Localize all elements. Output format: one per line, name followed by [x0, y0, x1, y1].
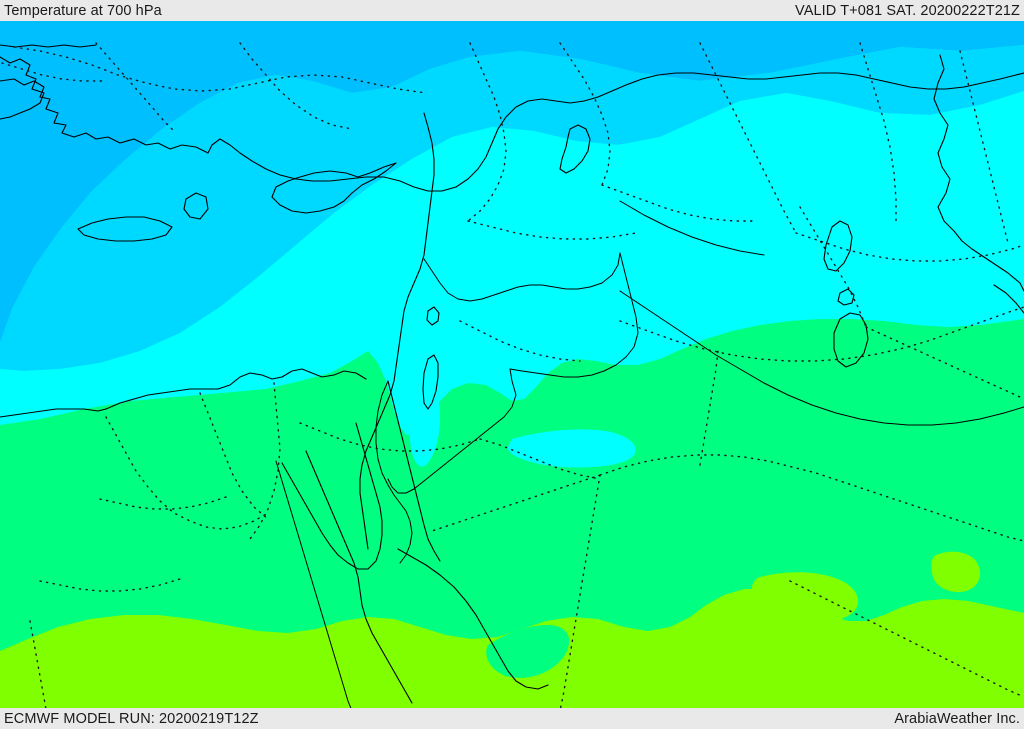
egypt-admin-4: [99, 496, 227, 510]
page-title: Temperature at 700 hPa: [4, 2, 162, 19]
coldest-sky-blue: [0, 21, 1024, 343]
provider-label: ArabiaWeather Inc.: [894, 710, 1020, 727]
lake-tiberias: [426, 306, 440, 326]
bahrain-small: [837, 288, 855, 306]
kuwait-bahrain-qatar-outline: [823, 220, 853, 272]
saudi-admin-5: [431, 474, 601, 532]
footer-bar: ECMWF MODEL RUN: 20200219T12Z ArabiaWeat…: [0, 708, 1024, 729]
israel-egypt-border: [375, 380, 413, 564]
egypt-admin-3: [249, 382, 281, 540]
iraq-admin-3: [859, 42, 897, 226]
syria-admin-4: [601, 184, 757, 222]
syria-admin-2: [467, 220, 637, 240]
gulf-admin-1: [799, 206, 867, 328]
nile-delta-coast: [105, 368, 367, 410]
iraq-saudi-border: [619, 290, 1024, 426]
crete-island: [77, 216, 173, 242]
gulf-admin-2: [865, 326, 1021, 398]
gulf-admin-3: [959, 50, 1009, 244]
jordan-saudi-border-lower: [387, 478, 415, 494]
syria-iraq-border: [619, 200, 765, 256]
gulf-of-aqaba: [387, 380, 441, 562]
saudi-admin-1: [599, 454, 1024, 542]
warm-chartreuse-blob-mid: [751, 572, 859, 622]
header-bar: Temperature at 700 hPa VALID T+081 SAT. …: [0, 0, 1024, 21]
rhodes-island: [183, 192, 209, 220]
lake-assad-syria: [559, 124, 591, 174]
iraq-admin-1: [699, 42, 797, 234]
turkey-south-coast: [0, 72, 1024, 192]
coastline-layer: [0, 44, 1024, 704]
libya-egypt-coast-west: [0, 408, 107, 418]
turkey-admin-1: [13, 46, 427, 94]
mild-notch-in-warm: [486, 625, 570, 678]
valid-time-label: VALID T+081 SAT. 20200222T21Z: [795, 2, 1020, 19]
cool-inlet-jordan: [409, 377, 440, 467]
sinai-gulf-of-suez-west: [305, 450, 413, 704]
black-sea-coast-north: [0, 44, 97, 48]
red-sea-east-coast: [397, 548, 549, 690]
levant-coast: [359, 112, 435, 550]
dead-sea: [422, 354, 439, 410]
egypt-admin-2: [199, 392, 269, 520]
arabian-gulf-west-coast: [933, 54, 1024, 292]
cold-mid-blue: [0, 45, 1024, 371]
admin-border-layer: [1, 42, 1024, 708]
turkey-admin-3: [239, 42, 353, 130]
egypt-admin-6: [29, 620, 47, 708]
cool-inlet-wide: [507, 429, 636, 468]
greece-aegean-coast: [0, 56, 45, 120]
egypt-admin-1: [105, 416, 269, 530]
syria-admin-1: [467, 42, 507, 222]
sinai-peninsula: [281, 422, 383, 570]
arabian-gulf-east-qatar: [993, 284, 1024, 314]
nile-river: [275, 460, 352, 708]
country-border-layer: [275, 200, 1024, 708]
saudi-admin-4: [789, 580, 1024, 698]
saudi-admin-2: [559, 474, 601, 708]
sinai-admin: [299, 422, 481, 452]
israel-jordan-border: [423, 252, 621, 302]
map-canvas: [0, 21, 1024, 708]
saudi-admin-north: [619, 306, 1024, 362]
mild-gulf-blob: [857, 335, 940, 412]
sinai-admin-2: [479, 438, 601, 480]
qatar-peninsula: [833, 312, 869, 368]
jordan-saudi-border: [413, 252, 639, 490]
turkey-admin-2: [95, 42, 177, 134]
temperature-map[interactable]: [0, 21, 1024, 708]
saudi-admin-3: [699, 350, 719, 466]
warm-chartreuse-blob-east: [931, 551, 981, 593]
jordan-admin: [459, 320, 581, 362]
temperature-band-layer: [0, 21, 1024, 708]
model-run-label: ECMWF MODEL RUN: 20200219T12Z: [4, 710, 259, 727]
cyprus-island: [271, 162, 397, 214]
